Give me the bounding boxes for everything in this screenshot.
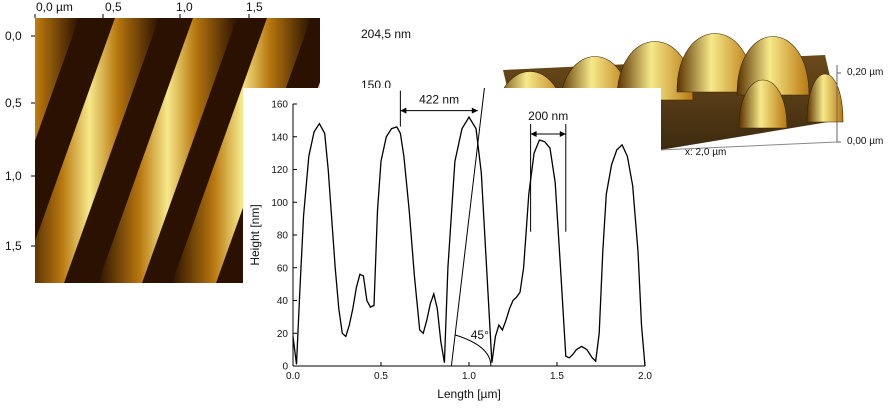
y-tick-label: 160	[271, 100, 288, 111]
chart-annotations: 422 nm 200 nm 45°	[399, 84, 568, 367]
dimension-arrowhead	[559, 131, 566, 138]
y-tick-label: 40	[277, 296, 289, 307]
dimension-arrowhead	[400, 107, 407, 114]
afm-stripe	[98, 18, 237, 283]
y-tick-label: 120	[271, 165, 288, 176]
y-tick-label: 100	[271, 198, 288, 209]
dimension-label-422nm: 422 nm	[419, 93, 459, 107]
x-axis-title: Length [µm]	[437, 387, 501, 401]
chart-ticks: 0 20 40 60 80 100 120 140 160 0.0 0.5 1.0 1.5 2.0	[271, 100, 652, 383]
afm-stripe	[35, 18, 79, 141]
surface-ridge	[736, 36, 810, 96]
x-tick-label: 0.0	[286, 371, 300, 382]
afm-y-tick-label: 0,0	[5, 29, 22, 43]
x-tick-label: 0.5	[374, 371, 388, 382]
y-axis-title: Height [nm]	[248, 204, 262, 265]
afm-stripe	[172, 18, 311, 283]
z-axis-min-label: 0,00 µm	[847, 136, 884, 147]
slope-tangent-line	[450, 84, 486, 367]
dimension-arrowhead	[471, 107, 478, 114]
afm-x-tick-label: 1,0	[176, 0, 193, 14]
colorbar-max-label: 204,5 nm	[361, 27, 412, 41]
height-profile-chart: 0 20 40 60 80 100 120 140 160 0.0 0.5 1.0 1.5 2.0 422…	[248, 84, 652, 401]
chart-axes	[292, 104, 645, 367]
angle-arc	[454, 334, 492, 367]
afm-x-tick-label: 0,5	[105, 0, 122, 14]
y-tick-label: 80	[277, 231, 289, 242]
angle-label: 45°	[471, 328, 489, 342]
y-tick-label: 60	[277, 263, 289, 274]
x-tick-label: 2.0	[638, 371, 652, 382]
height-profile-chart-panel: 0 20 40 60 80 100 120 140 160 0.0 0.5 1.0 1.5 2.0 422…	[243, 84, 661, 410]
afm-x-tick-label: 0,0 µm	[36, 0, 73, 14]
x-tick-label: 1.0	[462, 371, 476, 382]
x-axis-line	[659, 141, 838, 151]
z-axis-max-label: 0,20 µm	[847, 67, 884, 78]
x-tick-label: 1.5	[550, 371, 564, 382]
surface-ridge	[738, 79, 788, 129]
y-tick-label: 20	[277, 329, 289, 340]
surface-ridge	[806, 73, 844, 123]
afm-y-tick-label: 1,0	[5, 169, 22, 183]
afm-x-tick-label: 1,5	[246, 0, 263, 14]
afm-y-tick-label: 0,5	[5, 96, 22, 110]
y-tick-label: 0	[282, 362, 288, 373]
dimension-label-200nm: 200 nm	[528, 109, 568, 123]
afm-image-ticks	[31, 14, 250, 247]
y-tick-label: 140	[271, 132, 288, 143]
x-axis-length-label: x: 2,0 µm	[685, 147, 727, 158]
height-profile-series	[292, 115, 646, 367]
afm-stripe	[35, 18, 159, 283]
dimension-arrowhead	[530, 131, 537, 138]
afm-y-tick-label: 1,5	[5, 239, 22, 253]
